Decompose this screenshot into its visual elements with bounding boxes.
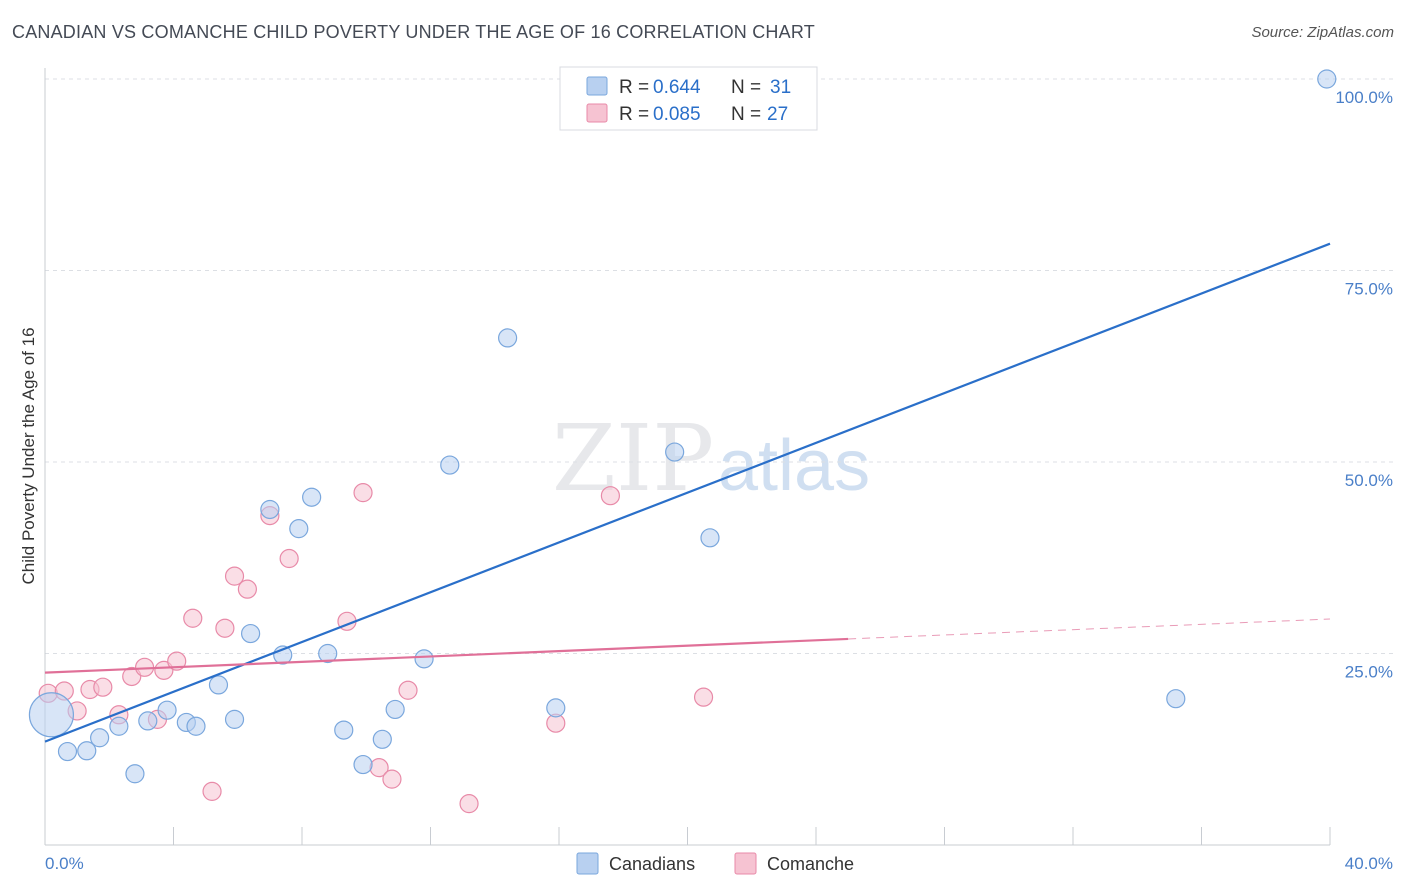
canadians-point [125,764,145,784]
grid-lines [45,78,1393,654]
canadians-point [157,700,177,720]
canadians-point [241,623,261,644]
x-ticks [173,827,1331,845]
comanche-point [167,651,187,671]
legend-swatch-canadians [586,76,608,96]
y-tick-label: 100.0% [1335,88,1393,107]
canadians-point [498,328,518,348]
canadians-point [57,741,78,762]
y-tick-label: 50.0% [1345,471,1393,490]
comanche-point [693,687,714,707]
series-legend-swatch-comanche [734,852,757,875]
canadians-point [260,499,280,520]
canadians-point [318,643,338,664]
watermark-atlas: atlas [718,426,870,506]
comanche-point [600,486,621,506]
source-label: Source: ZipAtlas.com [1251,24,1394,41]
stats-legend: R = 0.644 N = 31 R = 0.085 N = 27 [559,66,818,131]
legend-r-label-canadians: R = [619,77,649,98]
canadians-point [109,716,129,736]
comanche-point [202,781,222,801]
comanche-point [224,566,245,586]
canadians-point [546,698,566,718]
comanche-point [459,794,479,814]
comanche-point [398,680,418,700]
chart-title: CANADIAN VS COMANCHE CHILD POVERTY UNDER… [12,22,815,42]
canadians-point [208,675,229,695]
canadians-point [665,442,685,462]
canadians-point [289,519,309,539]
canadians-point [224,709,245,729]
legend-n-value-comanche: 27 [767,104,788,125]
series-legend: Canadians Comanche [576,852,854,875]
legend-n-label-canadians: N = [731,77,761,98]
comanche-point [279,548,299,569]
canadians-point [90,728,110,748]
y-tick-label: 25.0% [1345,663,1393,682]
canadians-trend-line [44,242,1331,743]
legend-n-value-canadians: 31 [770,77,791,98]
y-axis-title: Child Poverty Under the Age of 16 [19,327,38,584]
legend-n-label-comanche: N = [731,104,761,125]
legend-swatch-comanche [586,103,608,123]
canadians-point [1317,69,1337,89]
canadians-point [372,729,392,749]
canadians-point [353,754,373,775]
y-tick-labels: 25.0% 50.0% 75.0% 100.0% [1335,88,1393,682]
canadians-point [700,528,720,548]
comanche-trend-line [44,637,849,674]
comanche-point [93,677,113,697]
canadians-point [440,455,460,475]
watermark: ZIP atlas [552,405,870,512]
y-tick-label: 75.0% [1345,280,1393,299]
canadians-point [302,487,322,507]
comanche-point [215,618,235,638]
canadians-point [1166,689,1186,709]
series-legend-label-comanche: Comanche [767,854,854,874]
comanche-point [237,579,257,599]
series-legend-swatch-canadians [576,852,599,875]
comanche-point [183,608,203,628]
x-tick-label-max: 40.0% [1345,854,1393,873]
canadians-point [385,699,405,720]
canadians-point [334,720,354,740]
legend-r-value-comanche: 0.085 [653,104,701,125]
canadians-point [186,716,206,736]
series-legend-label-canadians: Canadians [609,854,695,874]
legend-r-label-comanche: R = [619,104,649,125]
trend-lines [44,242,1331,743]
canadians-point [77,741,97,761]
legend-r-value-canadians: 0.644 [653,77,701,98]
comanche-trend-extension [848,618,1331,640]
watermark-zip: ZIP [552,405,714,512]
canadians-point [138,711,158,731]
comanche-point [353,483,373,503]
canadians-points [28,69,1337,784]
comanche-point [382,769,402,789]
canadians-point [414,649,434,669]
x-tick-label-min: 0.0% [45,854,84,873]
canadians-point [28,692,75,738]
